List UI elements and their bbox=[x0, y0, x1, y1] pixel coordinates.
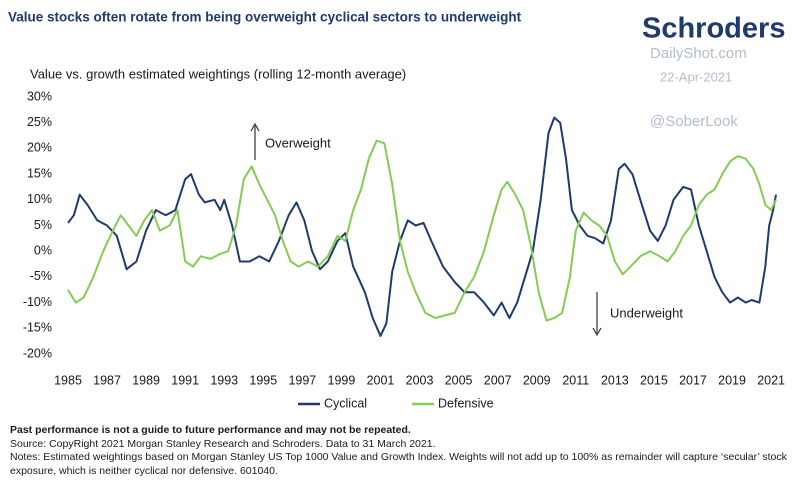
x-tick-label: 2021 bbox=[757, 373, 785, 387]
y-tick-label: 15% bbox=[27, 166, 52, 180]
x-tick-label: 2007 bbox=[484, 373, 512, 387]
x-tick-label: 1991 bbox=[171, 373, 199, 387]
source: Source: CopyRight 2021 Morgan Stanley Re… bbox=[10, 437, 436, 450]
series-line bbox=[67, 139, 777, 322]
x-tick-label: 2005 bbox=[445, 373, 473, 387]
x-tick-label: 2015 bbox=[640, 373, 668, 387]
y-tick-label: 30% bbox=[27, 89, 52, 103]
arrow-head bbox=[592, 327, 602, 337]
y-tick-label: -5% bbox=[30, 269, 52, 283]
arrow-head bbox=[250, 122, 260, 132]
annotation: Overweight bbox=[265, 135, 331, 150]
y-tick-label: -20% bbox=[23, 346, 52, 360]
annotation: Underweight bbox=[610, 305, 683, 320]
x-tick-label: 2019 bbox=[718, 373, 746, 387]
x-tick-label: 1987 bbox=[93, 373, 121, 387]
footnotes: Past performance is not a guide to futur… bbox=[10, 424, 795, 478]
x-tick-label: 1993 bbox=[210, 373, 238, 387]
watermark-date: 22-Apr-2021 bbox=[660, 69, 732, 84]
x-tick-label: 2001 bbox=[367, 373, 395, 387]
y-tick-label: 20% bbox=[27, 141, 52, 155]
x-tick-label: 2013 bbox=[601, 373, 629, 387]
x-tick-label: 1995 bbox=[249, 373, 277, 387]
notes: Notes: Estimated weightings based on Mor… bbox=[10, 451, 787, 477]
y-tick-label: 10% bbox=[27, 192, 52, 206]
series-line bbox=[67, 116, 777, 337]
y-tick-label: -10% bbox=[23, 295, 52, 309]
y-tick-label: -15% bbox=[23, 321, 52, 335]
chart: Value stocks often rotate from being ove… bbox=[8, 10, 785, 411]
logo: Schroders bbox=[642, 13, 785, 45]
y-tick-label: 25% bbox=[27, 115, 52, 129]
x-tick-label: 1989 bbox=[132, 373, 160, 387]
x-tick-label: 1985 bbox=[54, 373, 82, 387]
x-tick-label: 2003 bbox=[406, 373, 434, 387]
y-tick-label: 0% bbox=[34, 243, 52, 257]
legend-label: Cyclical bbox=[324, 396, 367, 410]
disclaimer: Past performance is not a guide to futur… bbox=[10, 424, 411, 436]
legend-label: Defensive bbox=[438, 396, 494, 410]
x-tick-label: 1997 bbox=[288, 373, 316, 387]
x-tick-label: 1999 bbox=[328, 373, 356, 387]
x-tick-label: 2017 bbox=[679, 373, 707, 387]
x-tick-label: 2011 bbox=[562, 373, 589, 387]
y-tick-label: 5% bbox=[34, 218, 52, 232]
x-tick-label: 2009 bbox=[523, 373, 551, 387]
chart-title: Value stocks often rotate from being ove… bbox=[8, 10, 522, 25]
subtitle: Value vs. growth estimated weightings (r… bbox=[30, 66, 406, 81]
watermark-site: DailyShot.com bbox=[650, 45, 747, 62]
watermark-handle: @SoberLook bbox=[650, 113, 738, 130]
